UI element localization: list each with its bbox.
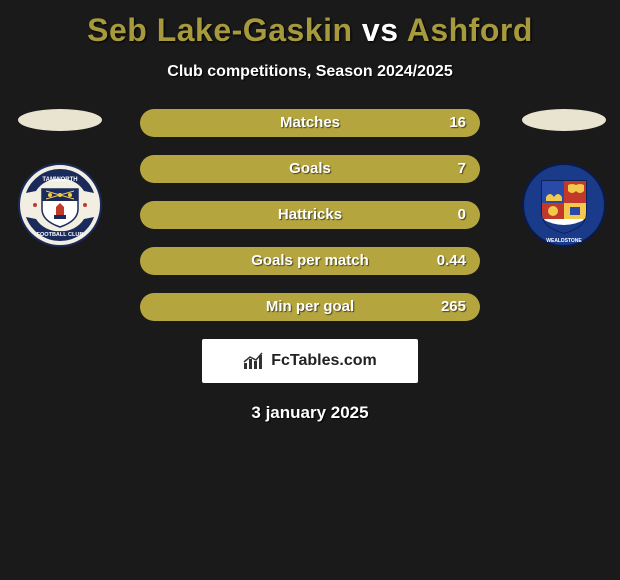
left-halo bbox=[18, 109, 102, 131]
chart-icon bbox=[243, 352, 265, 370]
stat-row: Matches16 bbox=[140, 109, 480, 137]
vs-text: vs bbox=[362, 12, 399, 48]
stat-value: 265 bbox=[441, 293, 466, 321]
svg-text:FOOTBALL CLUB: FOOTBALL CLUB bbox=[37, 232, 84, 238]
brand-text: FcTables.com bbox=[271, 352, 377, 370]
stat-bars: Matches16 Goals7 Hattricks0 Goals per match… bbox=[140, 109, 480, 321]
right-player-card: WEALDSTONE bbox=[522, 109, 602, 247]
brand-badge[interactable]: FcTables.com bbox=[202, 339, 418, 383]
wealdstone-crest-icon: WEALDSTONE bbox=[522, 163, 606, 247]
stat-value: 0 bbox=[458, 201, 466, 229]
right-crest: WEALDSTONE bbox=[522, 163, 606, 247]
subtitle: Club competitions, Season 2024/2025 bbox=[0, 63, 620, 81]
svg-text:TAMWORTH: TAMWORTH bbox=[42, 177, 77, 183]
stat-label: Matches bbox=[140, 109, 480, 137]
stat-label: Goals bbox=[140, 155, 480, 183]
stat-row: Goals7 bbox=[140, 155, 480, 183]
stat-row: Hattricks0 bbox=[140, 201, 480, 229]
stat-label: Min per goal bbox=[140, 293, 480, 321]
left-crest: TAMWORTH FOOTBALL CLUB bbox=[18, 163, 102, 247]
stats-card-root: Seb Lake-Gaskin vs Ashford Club competit… bbox=[0, 0, 620, 580]
stat-label: Hattricks bbox=[140, 201, 480, 229]
player1-name: Seb Lake-Gaskin bbox=[87, 12, 352, 48]
stat-row: Min per goal265 bbox=[140, 293, 480, 321]
stat-value: 0.44 bbox=[437, 247, 466, 275]
right-halo bbox=[522, 109, 606, 131]
player2-name: Ashford bbox=[407, 12, 533, 48]
stat-value: 7 bbox=[458, 155, 466, 183]
date-text: 3 january 2025 bbox=[0, 403, 620, 423]
stat-label: Goals per match bbox=[140, 247, 480, 275]
stat-value: 16 bbox=[449, 109, 466, 137]
tamworth-crest-icon: TAMWORTH FOOTBALL CLUB bbox=[18, 163, 102, 247]
page-title: Seb Lake-Gaskin vs Ashford bbox=[0, 0, 620, 49]
left-player-card: TAMWORTH FOOTBALL CLUB bbox=[18, 109, 98, 247]
svg-text:WEALDSTONE: WEALDSTONE bbox=[546, 238, 582, 244]
stat-row: Goals per match0.44 bbox=[140, 247, 480, 275]
main-content: TAMWORTH FOOTBALL CLUB bbox=[0, 109, 620, 321]
